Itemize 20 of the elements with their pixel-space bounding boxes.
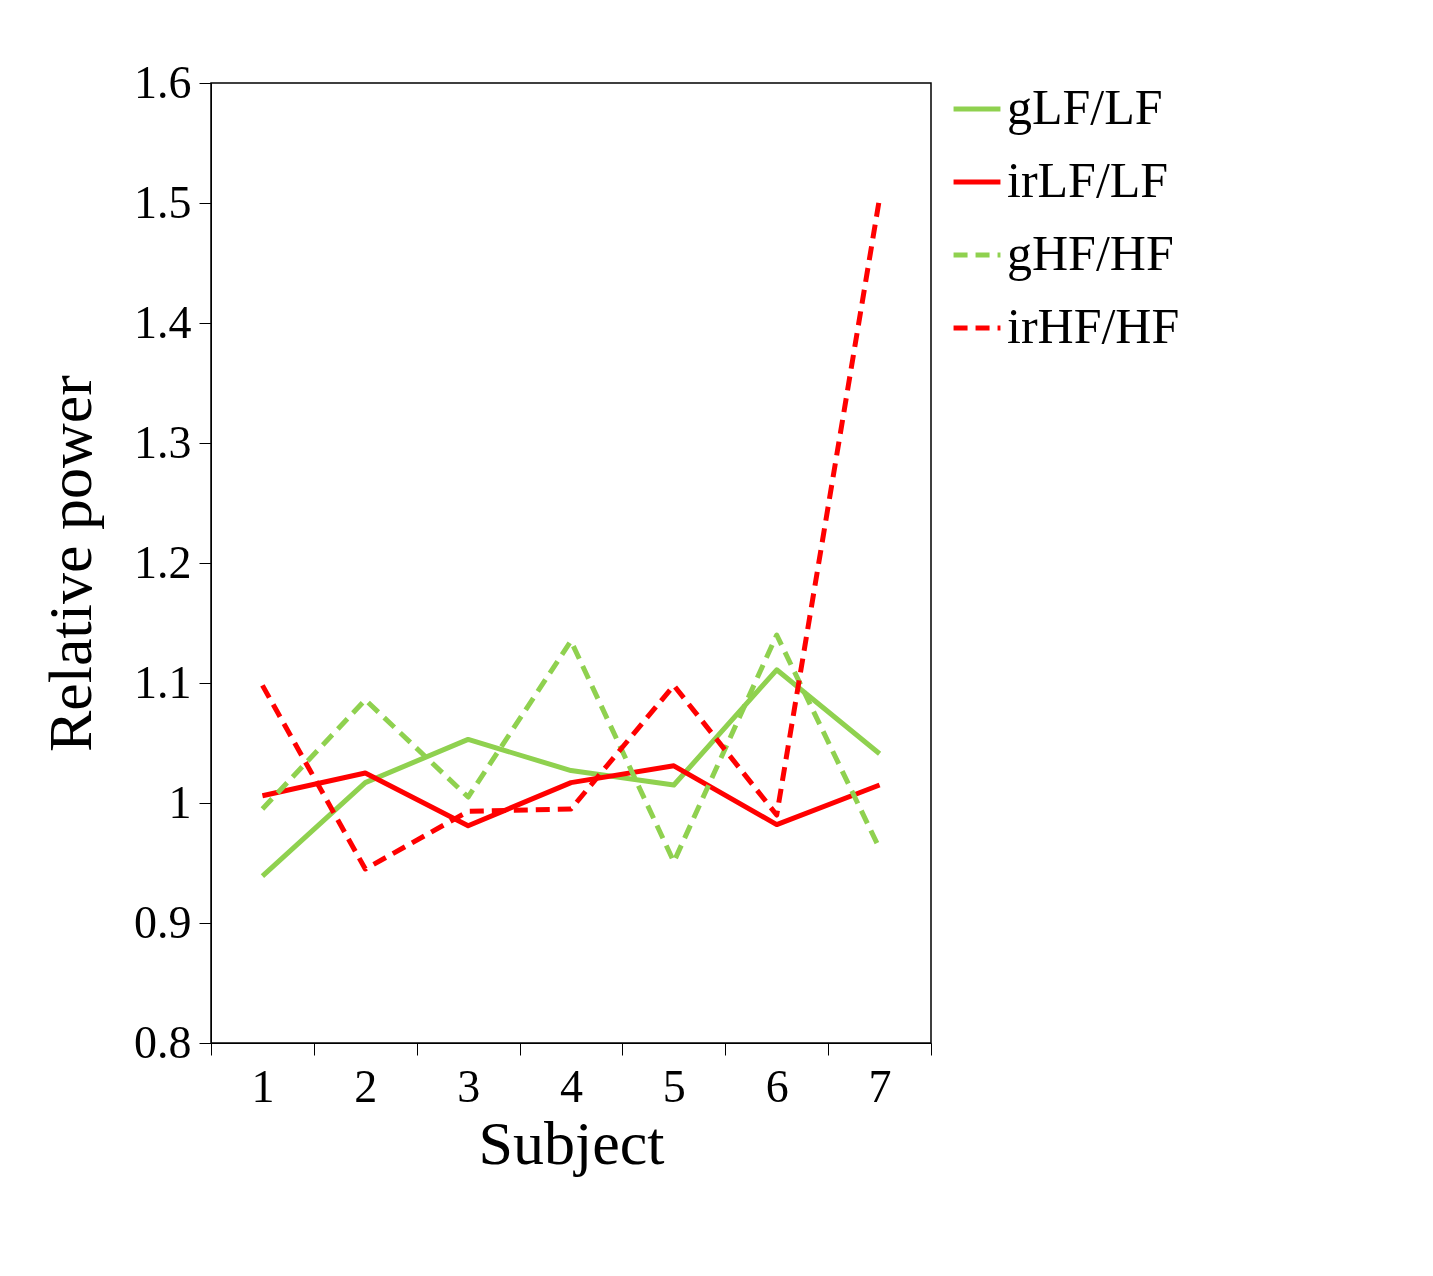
y-tick-label: 1.3 [134, 416, 192, 468]
y-tick-label: 0.9 [134, 896, 192, 948]
legend-label: gHF/HF [1007, 225, 1174, 281]
x-tick-label: 3 [457, 1060, 481, 1112]
y-tick-label: 1.4 [134, 296, 192, 348]
x-tick-label: 1 [251, 1060, 275, 1112]
y-tick-label: 1 [168, 776, 192, 828]
x-tick-label: 2 [354, 1060, 378, 1112]
y-tick-label: 1.5 [134, 176, 192, 228]
y-tick-label: 1.1 [134, 656, 192, 708]
legend-label: irHF/HF [1007, 298, 1180, 354]
y-tick-label: 0.8 [134, 1016, 192, 1068]
x-tick-label: 5 [662, 1060, 686, 1112]
legend-label: irLF/LF [1007, 152, 1169, 208]
x-tick-label: 7 [868, 1060, 892, 1112]
legend-label: gLF/LF [1007, 79, 1163, 135]
y-tick-label: 1.2 [134, 536, 192, 588]
y-tick-label: 1.6 [134, 56, 192, 108]
x-tick-label: 6 [765, 1060, 789, 1112]
y-axis-title: Relative power [36, 374, 104, 753]
